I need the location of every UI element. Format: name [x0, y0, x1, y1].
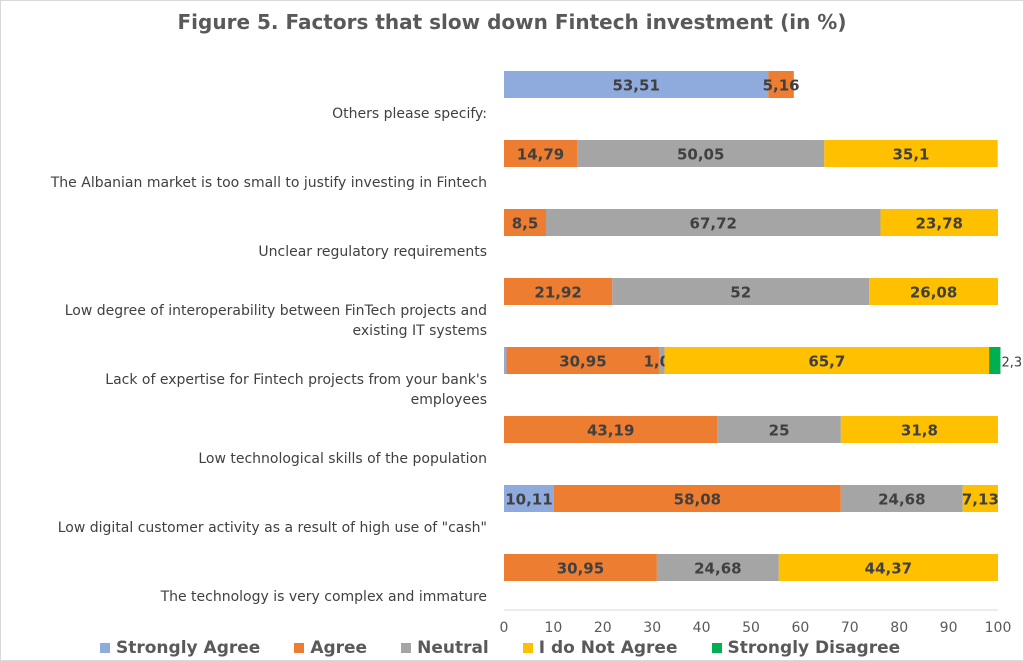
data-label: 52 [730, 284, 751, 302]
data-label: 58,08 [674, 491, 721, 509]
bar-segment [659, 347, 665, 374]
x-tick-label: 90 [940, 620, 958, 636]
bar-segment [504, 209, 546, 236]
bar-segment [506, 347, 660, 374]
bar-segment [824, 140, 998, 167]
data-label: 43,19 [587, 422, 634, 440]
legend-swatch [711, 643, 722, 653]
x-tick-label: 0 [500, 620, 509, 636]
data-label: 31,8 [901, 422, 938, 440]
data-label: 53,51 [612, 77, 659, 95]
data-label: 25 [769, 422, 790, 440]
data-label: 50,05 [677, 146, 724, 164]
bar-segment [553, 485, 841, 512]
x-tick-label: 60 [791, 620, 809, 636]
category-label: Low digital customer activity as a resul… [58, 520, 487, 536]
data-label: 14,79 [517, 146, 564, 164]
legend-label: Neutral [417, 638, 489, 658]
chart-legend: Strongly Agree Agree Neutral I do Not Agree… [100, 638, 900, 658]
legend-swatch [100, 643, 110, 653]
bar-segment [962, 485, 998, 512]
x-tick-label: 20 [594, 620, 612, 636]
category-label: Low degree of interoperability between F… [65, 303, 487, 339]
legend-item: I do Not Agree [522, 638, 678, 658]
data-label: 7,13 [962, 491, 999, 509]
category-label: Others please specify: [332, 106, 487, 122]
data-label: 8,5 [512, 215, 539, 233]
category-label: The Albanian market is too small to just… [50, 175, 487, 191]
bar-segment [504, 71, 769, 98]
legend-label: Strongly Disagree [727, 638, 901, 658]
legend-label: Strongly Agree [116, 638, 261, 658]
bar-segment [664, 347, 990, 374]
data-label: 24,68 [878, 491, 925, 509]
bar-segment [504, 554, 657, 581]
bar-segment [656, 554, 779, 581]
legend-item: Agree [294, 638, 367, 658]
legend-label: I do Not Agree [538, 638, 678, 658]
data-label: 26,08 [910, 284, 957, 302]
bar-segment [778, 554, 998, 581]
category-label: Low technological skills of the populati… [198, 451, 487, 467]
data-label: 23,78 [916, 215, 963, 233]
x-tick-label: 10 [544, 620, 562, 636]
legend-item: Strongly Disagree [711, 638, 901, 658]
bar-segment [504, 140, 578, 167]
x-tick-label: 50 [742, 620, 760, 636]
category-label: Lack of expertise for Fintech projects f… [105, 372, 487, 408]
bar-segment [504, 347, 507, 374]
x-tick-label: 100 [985, 620, 1012, 636]
bar-segment [989, 347, 1001, 374]
data-label: 30,95 [557, 560, 604, 578]
legend-item: Strongly Agree [100, 638, 260, 658]
data-label: 2,3 [1001, 356, 1022, 371]
bar-segment [504, 278, 613, 305]
data-label: 67,72 [690, 215, 737, 233]
bar-segment [840, 485, 963, 512]
bar-segment [504, 485, 554, 512]
bar-segment [612, 278, 870, 305]
bar-segment [869, 278, 998, 305]
category-label: The technology is very complex and immat… [160, 589, 487, 605]
data-label: 5,16 [763, 77, 800, 95]
bar-segment [577, 140, 825, 167]
bar-segment [768, 71, 794, 98]
data-label: 10,11 [505, 491, 552, 509]
x-tick-label: 70 [841, 620, 859, 636]
legend-swatch [522, 643, 533, 653]
x-tick-label: 80 [890, 620, 908, 636]
category-label: Unclear regulatory requirements [258, 244, 487, 260]
data-label: 35,1 [892, 146, 929, 164]
bar-segment [717, 416, 841, 443]
data-label: 21,92 [534, 284, 581, 302]
chart-title: Figure 5. Factors that slow down Fintech… [177, 10, 847, 34]
bar-segment [504, 416, 718, 443]
data-label: 30,95 [559, 353, 606, 371]
data-label: 44,37 [865, 560, 912, 578]
bar-segment [545, 209, 881, 236]
legend-item: Neutral [401, 638, 489, 658]
data-label: 24,68 [694, 560, 741, 578]
legend-label: Agree [310, 638, 368, 658]
legend-swatch [401, 643, 412, 653]
bar-segment [880, 209, 998, 236]
legend-swatch [294, 643, 305, 653]
bar-segment [840, 416, 998, 443]
data-label: 65,7 [808, 353, 845, 371]
x-tick-label: 40 [693, 620, 711, 636]
x-tick-label: 30 [643, 620, 661, 636]
